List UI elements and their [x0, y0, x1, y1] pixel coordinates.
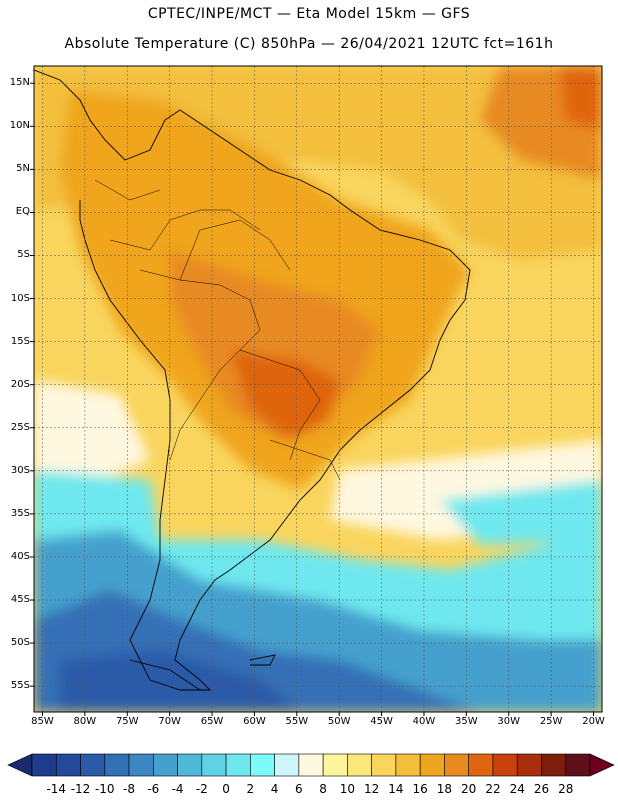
- lon-tick-label: 35W: [455, 716, 478, 727]
- colorbar-label: 12: [364, 782, 380, 796]
- lon-tick-label: 60W: [243, 716, 266, 727]
- lon-tick-label: 70W: [158, 716, 181, 727]
- lat-tick-label: 20S: [10, 378, 30, 390]
- colorbar: [7, 753, 615, 777]
- lon-tick-label: 50W: [327, 716, 351, 727]
- lat-tick-label: 5N: [16, 163, 30, 175]
- colorbar-swatch: [468, 753, 494, 777]
- lon-tick-label: 20W: [582, 716, 605, 727]
- colorbar-label: -4: [171, 782, 184, 796]
- lat-tick-label: 10S: [10, 292, 30, 304]
- colorbar-label: -6: [147, 782, 160, 796]
- country-borders: [94, 179, 341, 481]
- colorbar-swatch: [395, 753, 421, 777]
- colorbar-label: 16: [412, 782, 428, 796]
- title-line-1: CPTEC/INPE/MCT — Eta Model 15km — GFS: [147, 6, 471, 22]
- lat-tick-label: 55S: [10, 680, 30, 692]
- lat-tick-label: 25S: [10, 421, 30, 433]
- colorbar-label: 26: [533, 782, 550, 796]
- colorbar-swatch: [492, 753, 518, 777]
- lat-tick-label: 15N: [9, 77, 30, 89]
- lon-tick-label: 80W: [73, 716, 97, 727]
- lon-tick-label: 65W: [200, 716, 224, 727]
- map-frame: [33, 65, 603, 713]
- lat-tick-label: 5S: [17, 249, 30, 261]
- colorbar-label: -10: [94, 782, 115, 796]
- lon-tick-label: 40W: [412, 716, 436, 727]
- colorbar-under-arrow: [7, 753, 33, 777]
- graticule: [34, 66, 602, 712]
- colorbar-label: 10: [339, 782, 356, 796]
- colorbar-swatch: [104, 753, 130, 777]
- colorbar-label: 4: [270, 782, 279, 796]
- colorbar-swatch: [80, 753, 106, 777]
- lat-tick-label: 30S: [10, 464, 30, 476]
- lat-tick-label: 50S: [10, 637, 30, 649]
- lat-tick-label: 15S: [10, 335, 30, 347]
- temperature-field: [34, 66, 602, 712]
- colorbar-swatch: [153, 753, 178, 777]
- colorbar-label: 18: [436, 782, 453, 796]
- lon-tick-label: 45W: [370, 716, 393, 727]
- colorbar-label: 0: [222, 782, 230, 796]
- colorbar-swatch: [322, 753, 348, 777]
- colorbar-swatch: [565, 753, 591, 777]
- axis-ticks: [30, 82, 595, 716]
- lat-tick-label: 40S: [10, 550, 30, 562]
- colorbar-swatch: [31, 753, 57, 777]
- colorbar-swatch: [419, 753, 445, 777]
- lon-tick-label: 75W: [115, 716, 139, 727]
- colorbar-swatch: [444, 753, 469, 777]
- colorbar-label: 20: [461, 782, 477, 796]
- lon-tick-label: 55W: [285, 716, 309, 727]
- colorbar-label: 14: [388, 782, 404, 796]
- colorbar-swatch: [371, 753, 397, 777]
- coastline: [34, 69, 471, 691]
- colorbar-swatch: [55, 753, 81, 777]
- lat-tick-label: EQ: [15, 206, 30, 218]
- colorbar-label: 22: [485, 782, 501, 796]
- colorbar-swatch: [201, 753, 227, 777]
- colorbar-swatch: [177, 753, 203, 777]
- colorbar-label: 2: [246, 782, 255, 796]
- colorbar-label: 28: [558, 782, 574, 796]
- colorbar-label: -12: [70, 782, 91, 796]
- colorbar-swatch: [225, 753, 251, 777]
- colorbar-swatch: [274, 753, 300, 777]
- colorbar-label: 6: [295, 782, 303, 796]
- lon-tick-label: 25W: [539, 716, 563, 727]
- colorbar-over-arrow: [589, 753, 615, 777]
- colorbar-swatch: [128, 753, 154, 777]
- lat-tick-label: 45S: [10, 594, 30, 606]
- colorbar-label: -2: [195, 782, 208, 796]
- lat-tick-label: 10N: [9, 120, 30, 132]
- colorbar-swatch: [298, 753, 324, 777]
- lon-tick-label: 30W: [497, 716, 521, 727]
- lat-tick-label: 35S: [10, 507, 30, 519]
- colorbar-swatch: [516, 753, 542, 777]
- colorbar-label: -14: [46, 782, 67, 796]
- colorbar-swatch: [541, 753, 567, 777]
- colorbar-label: -8: [123, 782, 136, 796]
- title-line-2: Absolute Temperature (C) 850hPa — 26/04/…: [64, 36, 554, 52]
- lon-tick-label: 85W: [31, 716, 54, 727]
- colorbar-swatch: [347, 753, 372, 777]
- colorbar-swatch: [250, 753, 275, 777]
- colorbar-label: 8: [319, 782, 327, 796]
- colorbar-label: 24: [509, 782, 525, 796]
